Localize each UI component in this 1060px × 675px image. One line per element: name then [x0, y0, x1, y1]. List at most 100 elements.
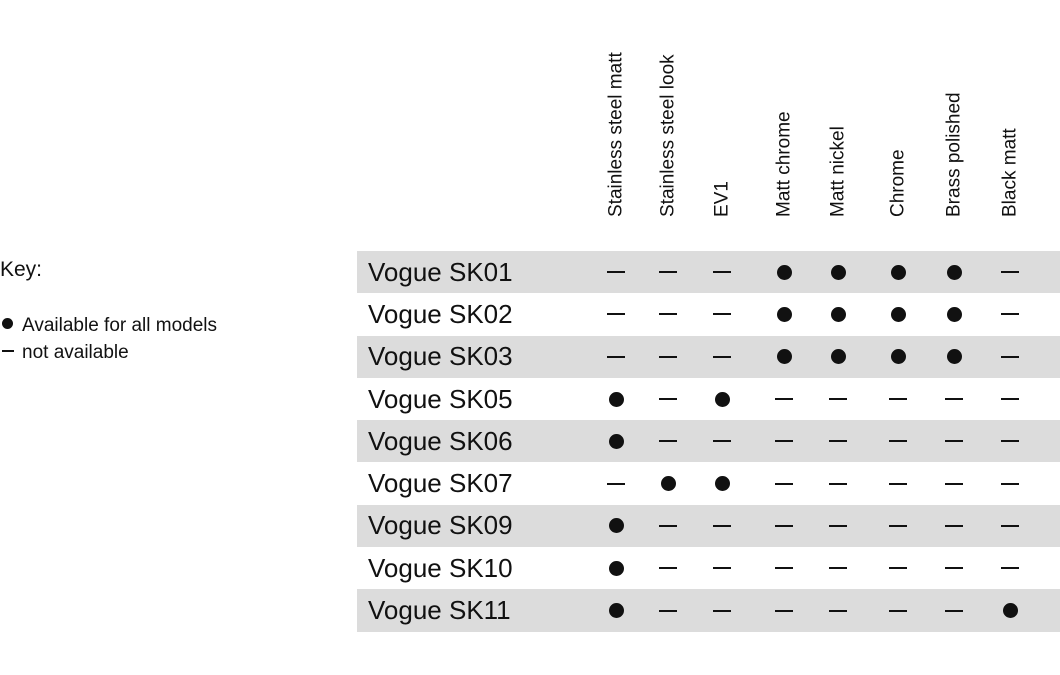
table-cell [640, 378, 696, 420]
not-available-dash-icon [829, 524, 847, 527]
column-header-label: Chrome [887, 149, 909, 217]
available-dot-icon [1002, 603, 1018, 619]
table-cell [926, 420, 982, 462]
table-row: Vogue SK01 [357, 251, 1060, 294]
column-header: Matt chrome [756, 0, 812, 240]
not-available-dash-icon [775, 398, 793, 401]
legend-title: Key: [0, 258, 43, 281]
not-available-dash-icon [713, 440, 731, 443]
legend-label-available: Available for all models [22, 315, 218, 336]
column-header-label: Black matt [999, 128, 1021, 217]
table-cell [982, 589, 1038, 631]
not-available-dash-icon [1001, 567, 1019, 570]
table-cell [640, 589, 696, 631]
table-cell [926, 336, 982, 378]
table-cell [926, 462, 982, 504]
table-cell [588, 420, 644, 462]
not-available-dash-icon [889, 609, 907, 612]
table-cell [926, 251, 982, 293]
table-cell [870, 251, 926, 293]
table-cell [694, 251, 750, 293]
column-header-label: EV1 [711, 181, 733, 217]
table-cell [982, 505, 1038, 547]
available-dot-icon [714, 391, 730, 407]
not-available-dash-icon [829, 609, 847, 612]
table-cell [982, 547, 1038, 589]
not-available-dash-icon [713, 271, 731, 274]
table-cell [982, 462, 1038, 504]
not-available-dash-icon [945, 398, 963, 401]
table-cell [756, 378, 812, 420]
legend-item-available: Available for all models [2, 315, 217, 337]
available-dot-icon [830, 264, 846, 280]
not-available-dash-icon [775, 482, 793, 485]
table-cell [694, 336, 750, 378]
not-available-dash-icon [1001, 482, 1019, 485]
table-cell [870, 420, 926, 462]
not-available-dash-icon [659, 398, 677, 401]
not-available-dash-icon [607, 355, 625, 358]
table-cell [640, 462, 696, 504]
table-cell [588, 378, 644, 420]
available-dot-icon [608, 603, 624, 619]
available-dot-icon [660, 476, 676, 492]
not-available-dash-icon [829, 567, 847, 570]
table-cell [982, 293, 1038, 335]
column-header: Chrome [870, 0, 926, 240]
not-available-dash-icon [659, 567, 677, 570]
column-header: Stainless steel look [640, 0, 696, 240]
table-cell [588, 293, 644, 335]
available-dot-icon [890, 306, 906, 322]
column-header: Stainless steel matt [588, 0, 644, 240]
not-available-dash-icon [889, 567, 907, 570]
not-available-dash-icon [1001, 524, 1019, 527]
table-row: Vogue SK05 [357, 378, 1060, 420]
table-cell [640, 336, 696, 378]
not-available-dash-icon [889, 440, 907, 443]
table-cell [810, 420, 866, 462]
column-header-label: Matt nickel [827, 126, 849, 217]
available-dot-icon [946, 264, 962, 280]
not-available-dash-icon [945, 524, 963, 527]
available-dot-icon [830, 349, 846, 365]
not-available-dash-icon [775, 524, 793, 527]
column-header: EV1 [694, 0, 750, 240]
column-header-label: Matt chrome [773, 111, 795, 217]
available-dot-icon [608, 433, 624, 449]
table-cell [694, 589, 750, 631]
table-cell [982, 251, 1038, 293]
not-available-dash-icon [1001, 313, 1019, 316]
table-cell [640, 251, 696, 293]
not-available-dash-icon [1001, 271, 1019, 274]
available-dot-icon [890, 349, 906, 365]
not-available-dash-icon [945, 609, 963, 612]
table-cell [694, 547, 750, 589]
table-cell [640, 293, 696, 335]
table-cell [810, 505, 866, 547]
row-label: Vogue SK05 [368, 383, 513, 414]
not-available-dash-icon [659, 609, 677, 612]
row-label: Vogue SK02 [368, 298, 513, 329]
not-available-dash-icon [889, 482, 907, 485]
not-available-dash-icon [713, 355, 731, 358]
table-cell [694, 462, 750, 504]
not-available-dash-icon [889, 398, 907, 401]
table-row: Vogue SK09 [357, 504, 1060, 548]
table-cell [694, 505, 750, 547]
table-cell [588, 505, 644, 547]
table-cell [810, 589, 866, 631]
not-available-dash-icon [829, 482, 847, 485]
table-cell [756, 336, 812, 378]
table-cell [756, 293, 812, 335]
table-cell [640, 505, 696, 547]
column-header-label: Brass polished [943, 92, 965, 217]
table-row: Vogue SK03 [357, 335, 1060, 378]
row-label: Vogue SK09 [368, 510, 513, 541]
table-cell [756, 589, 812, 631]
table-cell [640, 547, 696, 589]
table-cell [588, 251, 644, 293]
available-dot-icon [608, 391, 624, 407]
not-available-dash-icon [1001, 398, 1019, 401]
table-row: Vogue SK10 [357, 547, 1060, 589]
not-available-dash-icon [945, 482, 963, 485]
